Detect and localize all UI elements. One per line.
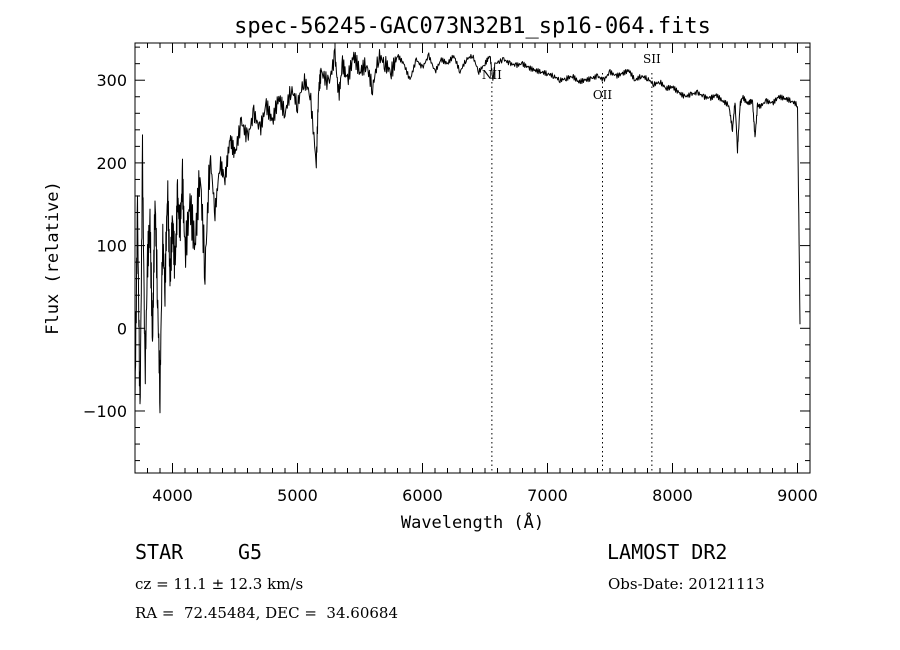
chart-title: spec-56245-GAC073N32B1_sp16-064.fits: [234, 14, 711, 39]
survey-label: LAMOST DR2: [607, 540, 728, 564]
coordinates-label: RA = 72.45484, DEC = 34.60684: [135, 604, 399, 622]
spectrum-line: [134, 47, 801, 414]
obs-date-label: Obs-Date: 20121113: [608, 575, 765, 593]
y-tick-label: 200: [96, 154, 127, 173]
x-tick-label: 4000: [152, 486, 193, 505]
plot-frame: [134, 42, 811, 474]
y-tick-label: 0: [117, 319, 127, 338]
line-label: SII: [643, 52, 661, 66]
y-tick-label: 100: [96, 237, 127, 256]
y-tick-label: −100: [83, 402, 127, 421]
object-class: STAR: [135, 540, 184, 564]
line-label: OII: [593, 88, 613, 102]
redshift-label: cz = 11.1 ± 12.3 km/s: [135, 575, 304, 593]
x-axis-label: Wavelength (Å): [401, 511, 544, 533]
x-tick-label: 8000: [652, 486, 693, 505]
x-tick-label: 5000: [277, 486, 318, 505]
y-axis-label: Flux (relative): [43, 181, 63, 335]
object-subclass: G5: [238, 540, 263, 564]
x-tick-label: 7000: [527, 486, 568, 505]
x-tick-label: 6000: [402, 486, 443, 505]
y-tick-label: 300: [96, 71, 127, 90]
x-tick-label: 9000: [777, 486, 818, 505]
